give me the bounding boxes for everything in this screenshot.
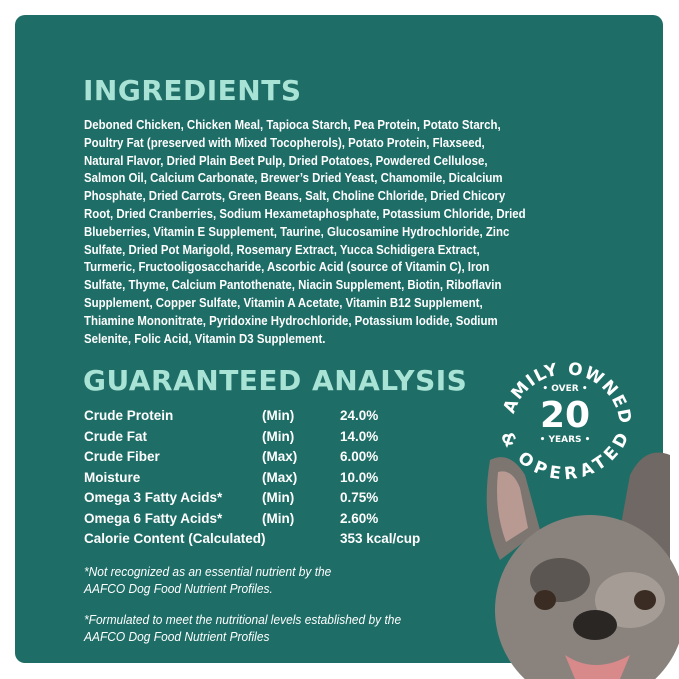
nutrient-value: 353 kcal/cup — [340, 531, 421, 546]
nutrient-value: 24.0% — [340, 408, 379, 423]
nutrient-basis: (Max) — [262, 469, 298, 485]
family-owned-badge: FAMILY OWNED & OPERATED • OVER • 20 • YE… — [495, 340, 634, 480]
ingredients-line: Selenite, Folic Acid, Vitamin D3 Supplem… — [84, 330, 326, 346]
badge-over: • OVER • — [542, 384, 587, 394]
ingredients-line: Phosphate, Dried Carrots, Green Beans, S… — [84, 188, 506, 204]
nutrient-basis: (Min) — [262, 510, 295, 526]
nutrient-name: Crude Fat — [84, 428, 148, 444]
ingredients-line: Natural Flavor, Dried Plain Beet Pulp, D… — [84, 152, 488, 168]
nutrient-value: 2.60% — [340, 510, 379, 526]
ingredients-heading: INGREDIENTS — [83, 74, 302, 107]
analysis-row: Omega 6 Fatty Acids* (Min) 2.60% — [84, 509, 484, 530]
ingredients-line: Thiamine Mononitrate, Pyridoxine Hydroch… — [84, 312, 498, 328]
nutrient-name: Omega 6 Fatty Acids* — [84, 510, 223, 526]
nutrient-basis: (Max) — [262, 449, 298, 464]
ingredients-line: Deboned Chicken, Chicken Meal, Tapioca S… — [84, 117, 501, 132]
footnote-line: AAFCO Dog Food Nutrient Profiles — [84, 629, 270, 644]
nutrient-value: 6.00% — [340, 449, 379, 464]
ingredients-line: Turmeric, Fructooligosaccharide, Ascorbi… — [84, 259, 490, 275]
footnote-essential-nutrient: *Not recognized as an essential nutrient… — [84, 563, 353, 597]
ingredients-line: Supplement, Copper Sulfate, Vitamin A Ac… — [84, 294, 483, 310]
nutrient-basis: (Min) — [262, 408, 295, 423]
ingredients-line: Root, Dried Cranberries, Sodium Hexameta… — [84, 205, 526, 221]
nutrient-basis: (Min) — [262, 490, 295, 505]
footnote-aafco: *Formulated to meet the nutritional leve… — [84, 611, 429, 645]
footnote-line: AAFCO Dog Food Nutrient Profiles. — [84, 581, 273, 596]
nutrient-name: Crude Protein — [84, 408, 174, 423]
ingredients-list: Deboned Chicken, Chicken Meal, Tapioca S… — [84, 116, 598, 347]
nutrient-name: Crude Fiber — [84, 449, 160, 464]
ingredients-line: Salmon Oil, Calcium Carbonate, Brewer’s … — [84, 170, 503, 186]
analysis-row: Crude Fat (Min) 14.0% — [84, 427, 484, 448]
french-bulldog-image — [486, 452, 679, 679]
nutrient-value: 0.75% — [340, 490, 379, 505]
nutrient-name: Calorie Content (Calculated) — [84, 531, 266, 546]
ingredients-line: Sulfate, Thyme, Calcium Pantothenate, Ni… — [84, 277, 502, 293]
nutrient-name: Omega 3 Fatty Acids* — [84, 490, 223, 505]
ingredients-line: Poultry Fat (preserved with Mixed Tocoph… — [84, 134, 485, 150]
analysis-heading: GUARANTEED ANALYSIS — [83, 364, 468, 397]
nutrient-value: 14.0% — [340, 428, 379, 444]
ingredients-line: Blueberries, Vitamin E Supplement, Tauri… — [84, 223, 510, 239]
analysis-row: Crude Fiber (Max) 6.00% — [84, 447, 484, 468]
nutrient-basis: (Min) — [262, 428, 295, 444]
nutrient-name: Moisture — [84, 469, 141, 485]
analysis-row: Calorie Content (Calculated) 353 kcal/cup — [84, 529, 484, 550]
footnote-line: *Formulated to meet the nutritional leve… — [84, 612, 402, 627]
nutrient-value: 10.0% — [340, 469, 379, 485]
badge-years: • YEARS • — [540, 435, 591, 445]
analysis-row: Omega 3 Fatty Acids* (Min) 0.75% — [84, 488, 484, 509]
analysis-row: Crude Protein (Min) 24.0% — [84, 406, 484, 427]
footnote-line: *Not recognized as an essential nutrient… — [84, 564, 332, 579]
analysis-row: Moisture (Max) 10.0% — [84, 468, 484, 489]
ingredients-line: Sulfate, Dried Pot Marigold, Rosemary Ex… — [84, 241, 480, 257]
analysis-table: Crude Protein (Min) 24.0% Crude Fat (Min) 14.… — [84, 406, 484, 550]
badge-number: 20 — [540, 395, 590, 436]
